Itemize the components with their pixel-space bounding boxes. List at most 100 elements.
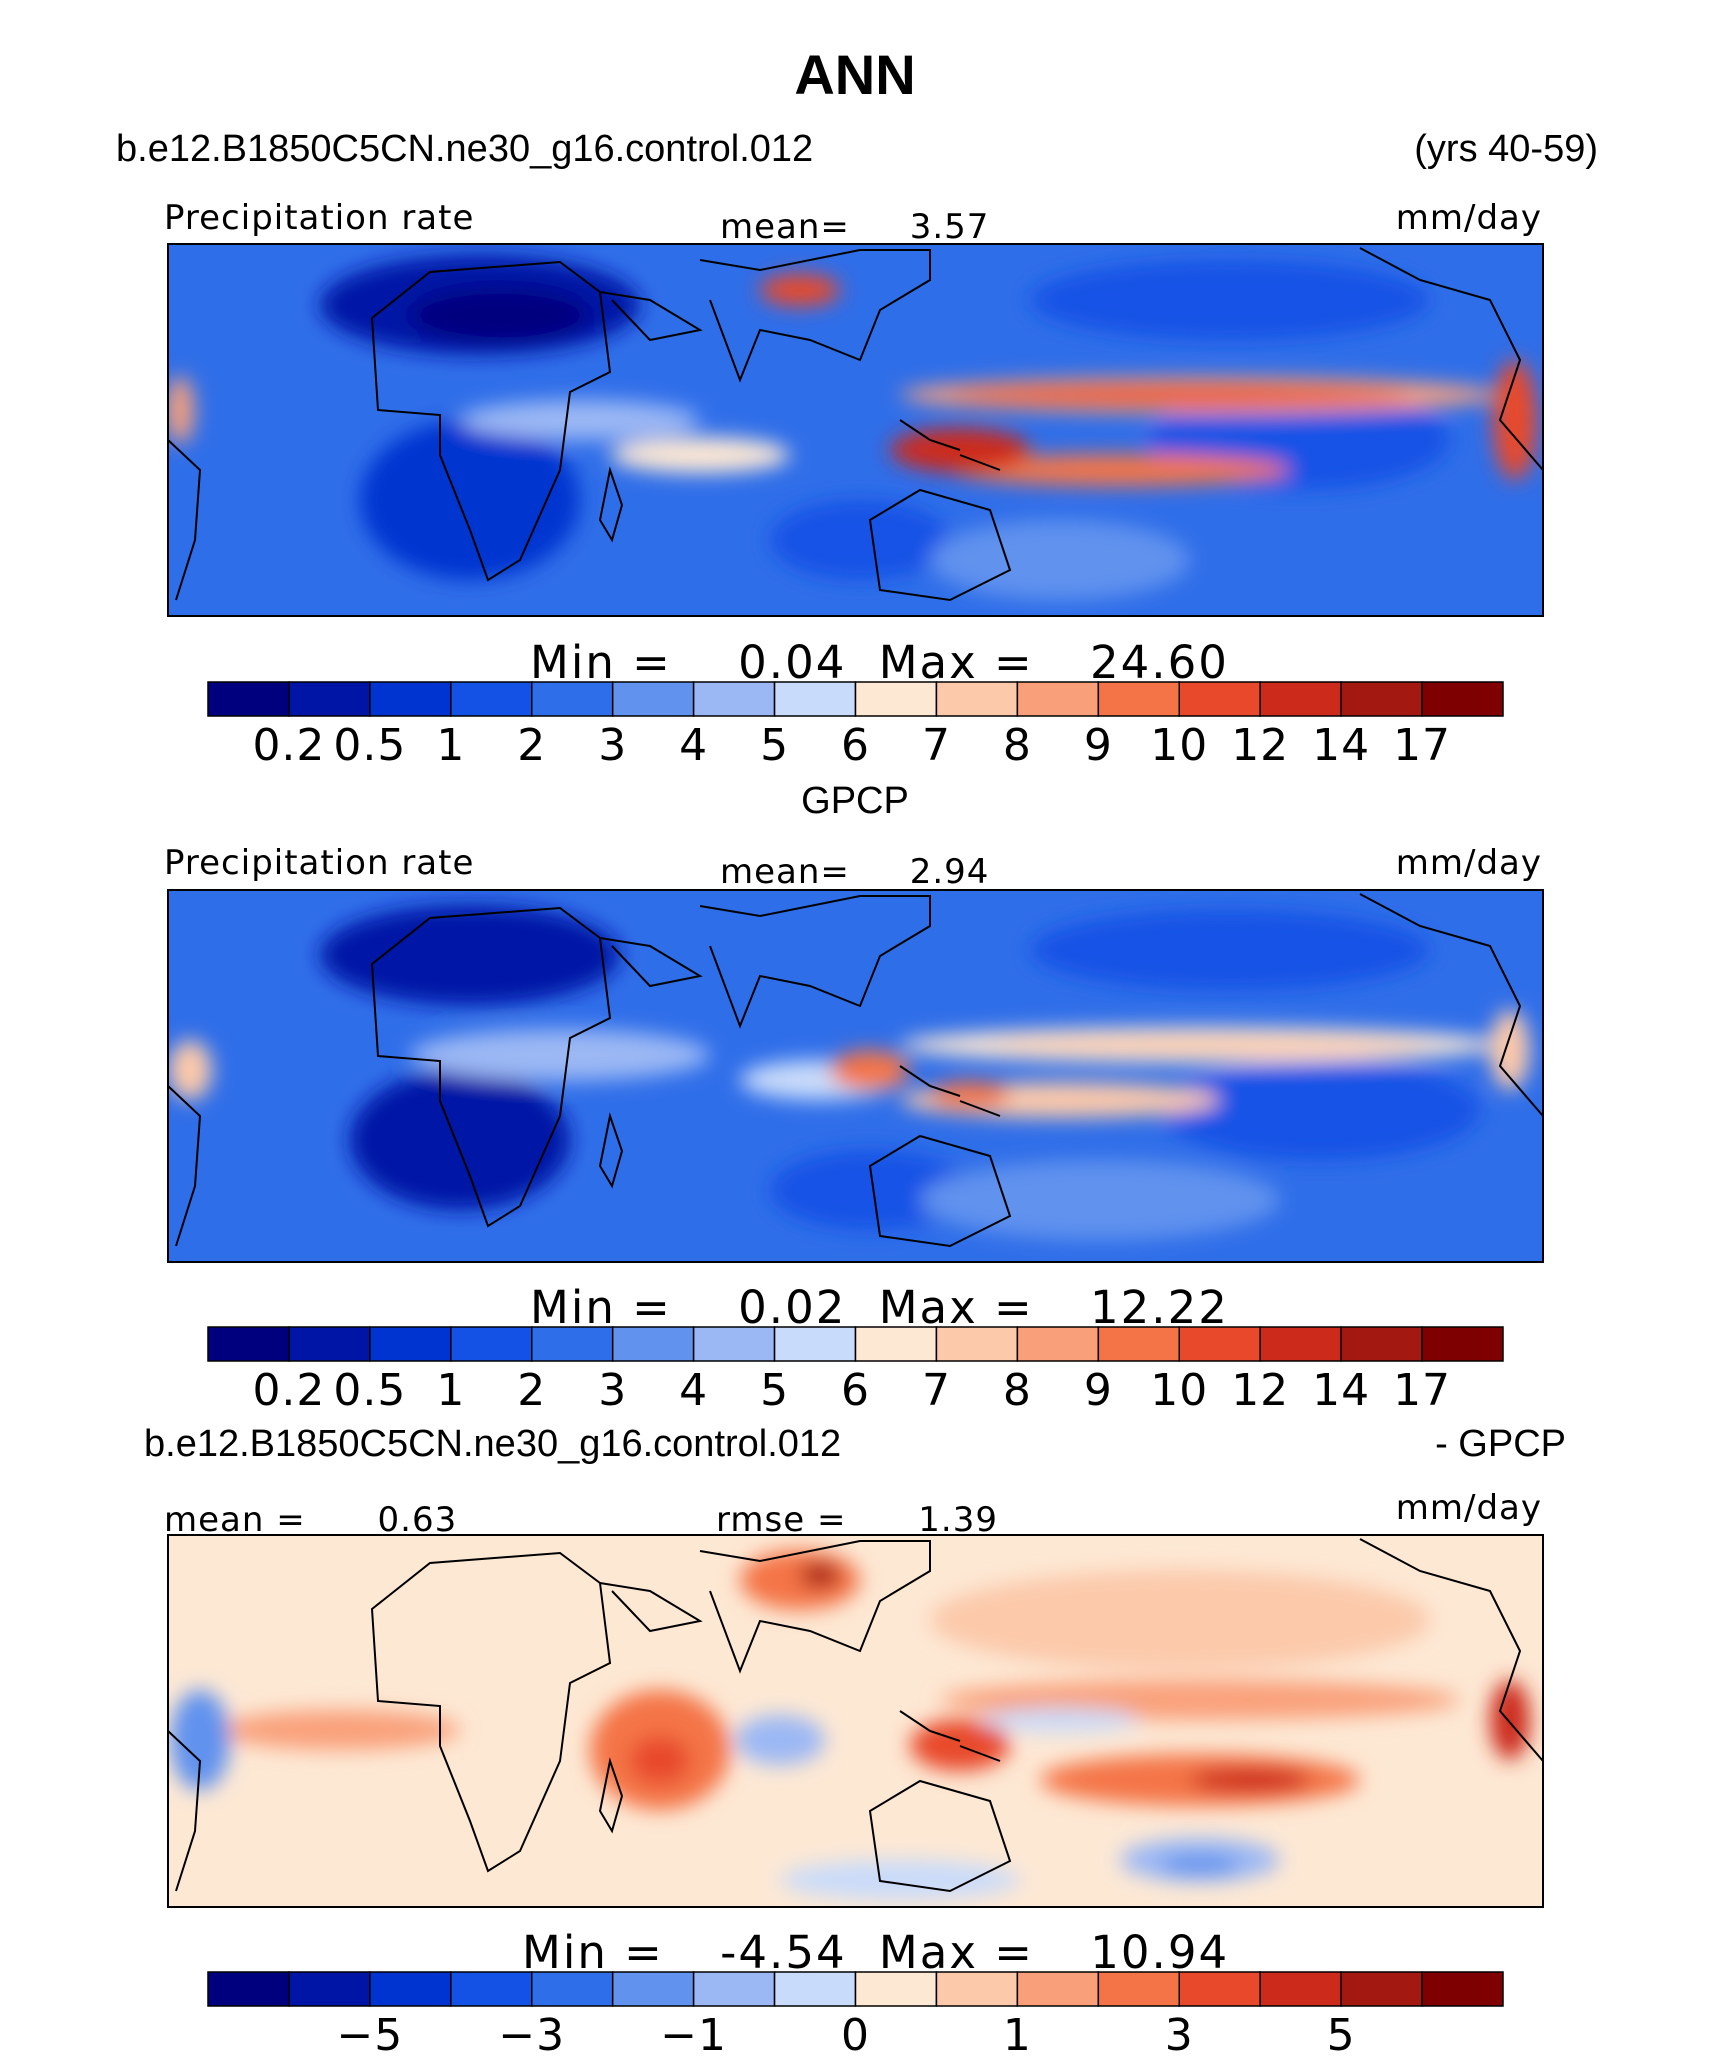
- panel3-colorbar-swatch: [1340, 1971, 1423, 2007]
- panel1-colorbar-tick-label: 8: [1002, 720, 1032, 771]
- panel2-colorbar-swatch: [288, 1326, 371, 1362]
- panel2-min-max: Min = 0.02 Max = 12.22: [530, 1281, 1229, 1334]
- panel3-rmse-text: rmse =: [716, 1500, 847, 1540]
- panel3-max-label: Max =: [878, 1926, 1034, 1979]
- panel2-colorbar-tick-label: 0.2: [252, 1365, 326, 1416]
- panel1-colorbar-tick-label: 2: [517, 720, 547, 771]
- panel3-colorbar-tick-label: −5: [336, 2010, 404, 2061]
- panel2-colorbar-tick-label: 9: [1083, 1365, 1113, 1416]
- panel1-colorbar-tick-label: 14: [1312, 720, 1371, 771]
- panel1-colorbar-tick-label: 10: [1150, 720, 1209, 771]
- panel1-min-value: 0.04: [738, 636, 847, 689]
- panel3-rmse-value: 1.39: [918, 1500, 998, 1540]
- panel3-colorbar-tick-label: −3: [498, 2010, 566, 2061]
- years-label: (yrs 40-59): [1414, 128, 1598, 170]
- panel2-colorbar-tick-label: 4: [679, 1365, 709, 1416]
- panel2-max-label: Max =: [878, 1281, 1034, 1334]
- panel1-mean-text: mean=: [720, 207, 850, 247]
- panel2-colorbar-tick-label: 14: [1312, 1365, 1371, 1416]
- panel1-colorbar-tick-label: 0.2: [252, 720, 326, 771]
- panel3-min-max: Min = -4.54 Max = 10.94: [522, 1926, 1229, 1979]
- panel3-colorbar-tick-label: 0: [841, 2010, 870, 2061]
- panel2-colorbar-tick-label: 2: [517, 1365, 547, 1416]
- panel1-colorbar-swatch: [369, 681, 452, 717]
- panel1-colorbar-tick-label: 5: [760, 720, 790, 771]
- panel2-colorbar-tick-label: 8: [1002, 1365, 1032, 1416]
- panel3-colorbar-tick-label: 3: [1164, 2010, 1194, 2061]
- panel2-colorbar-swatch: [450, 1326, 533, 1362]
- panel1-colorbar-tick-label: 0.5: [333, 720, 407, 771]
- panel1-colorbar-swatch: [450, 681, 533, 717]
- panel1-colorbar-tick-label: 6: [841, 720, 870, 771]
- panel2-units: mm/day: [1395, 843, 1542, 883]
- diff-obs-name: - GPCP: [1435, 1423, 1566, 1465]
- panel3-colorbar-swatch: [288, 1971, 371, 2007]
- panel2-colorbar-tick-label: 17: [1393, 1365, 1452, 1416]
- panel3-colorbar-tick-label: 1: [1002, 2010, 1032, 2061]
- panel2-variable-label: Precipitation rate: [164, 843, 475, 883]
- panel3-colorbar-swatch: [1421, 1971, 1504, 2007]
- panel1-colorbar-tick-label: 4: [679, 720, 709, 771]
- panel2-colorbar-tick-label: 6: [841, 1365, 870, 1416]
- panel1-min-label: Min =: [530, 636, 672, 689]
- panel3-rmse-label: rmse = 1.39: [716, 1500, 998, 1540]
- panel1-colorbar-tick-label: 12: [1231, 720, 1290, 771]
- panel2-min-value: 0.02: [738, 1281, 847, 1334]
- panel2-colorbar-tick-label: 12: [1231, 1365, 1290, 1416]
- panel3-mean-label: mean = 0.63: [164, 1500, 457, 1540]
- panel2-colorbar-tick-label: 7: [921, 1365, 951, 1416]
- panel2-colorbar-swatch: [1340, 1326, 1423, 1362]
- panel2-min-label: Min =: [530, 1281, 672, 1334]
- panel2-colorbar-tick-label: 3: [598, 1365, 628, 1416]
- panel2-mean-label: mean= 2.94: [720, 852, 989, 892]
- panel1-colorbar-tick-label: 7: [921, 720, 951, 771]
- panel1-colorbar-swatch: [207, 681, 290, 717]
- panel3-units: mm/day: [1395, 1488, 1542, 1528]
- panel1-colorbar-swatch: [288, 681, 371, 717]
- panel2-max-value: 12.22: [1090, 1281, 1229, 1334]
- panel3-min-label: Min =: [522, 1926, 664, 1979]
- panel3-colorbar-swatch: [207, 1971, 290, 2007]
- panel1-max-label: Max =: [878, 636, 1034, 689]
- figure-title: ANN: [794, 43, 916, 106]
- panel2-subtitle: GPCP: [801, 780, 909, 822]
- panel2-colorbar-tick-label: 5: [760, 1365, 790, 1416]
- panel2-mean-value: 2.94: [909, 852, 990, 892]
- panel3-mean-text: mean =: [164, 1500, 306, 1540]
- panel1-min-max: Min = 0.04 Max = 24.60: [530, 636, 1229, 689]
- panel3-colorbar-tick-label: 5: [1326, 2010, 1356, 2061]
- panel2-colorbar-swatch: [369, 1326, 452, 1362]
- case-name: b.e12.B1850C5CN.ne30_g16.control.012: [116, 128, 814, 170]
- panel3-colorbar-swatch: [450, 1971, 533, 2007]
- panel1-colorbar-tick-label: 17: [1393, 720, 1452, 771]
- panel3-mean-value: 0.63: [377, 1500, 458, 1540]
- panel1-colorbar-swatch: [1259, 681, 1342, 717]
- panel3-colorbar-swatch: [1259, 1971, 1342, 2007]
- panel1-max-value: 24.60: [1090, 636, 1229, 689]
- panel3-min-value: -4.54: [720, 1926, 847, 1979]
- panel2-colorbar-swatch: [1259, 1326, 1342, 1362]
- panel1-mean-label: mean= 3.57: [720, 207, 989, 247]
- panel1-mean-value: 3.57: [909, 207, 990, 247]
- panel3-max-value: 10.94: [1090, 1926, 1230, 1979]
- panel2-mean-text: mean=: [720, 852, 850, 892]
- panel1-colorbar-tick-label: 1: [436, 720, 466, 771]
- panel2-colorbar-tick-label: 0.5: [333, 1365, 407, 1416]
- panel1-colorbar-swatch: [1421, 681, 1504, 717]
- panel2-colorbar-tick-label: 1: [436, 1365, 466, 1416]
- panel1-units: mm/day: [1395, 198, 1542, 238]
- panel1-colorbar-tick-label: 9: [1083, 720, 1113, 771]
- panel3-colorbar-swatch: [369, 1971, 452, 2007]
- panel2-colorbar-swatch: [207, 1326, 290, 1362]
- panel1-colorbar-tick-label: 3: [598, 720, 628, 771]
- panel2-colorbar-tick-label: 10: [1150, 1365, 1209, 1416]
- panel1-variable-label: Precipitation rate: [164, 198, 475, 238]
- panel2-colorbar-swatch: [1421, 1326, 1504, 1362]
- diff-case-name: b.e12.B1850C5CN.ne30_g16.control.012: [144, 1423, 842, 1465]
